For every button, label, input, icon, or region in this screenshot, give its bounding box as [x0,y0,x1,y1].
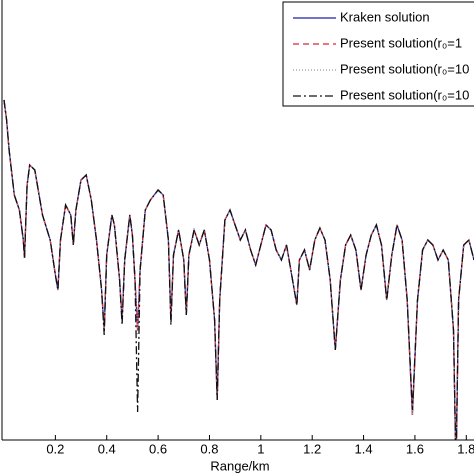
legend-label: Present solution(r₀=1 [340,35,462,50]
x-tick-label: 1.2 [303,441,321,456]
x-tick-label: 1.6 [406,441,424,456]
legend-entries: Kraken solution Present solution(r₀=1 Pres… [293,9,469,102]
series-line [3,99,474,440]
x-tick-label: 0.2 [46,441,64,456]
plot-area [3,99,474,440]
legend-label: Present solution(r₀=10 [340,87,469,102]
x-tick-label: 0.8 [200,441,218,456]
series-line [3,99,474,440]
series-line [3,99,474,440]
x-tick-label: 1.8 [457,441,474,456]
x-tick-label: 0.4 [98,441,116,456]
x-axis-title: Range/km [210,458,269,473]
series-line [3,99,474,440]
legend-label: Kraken solution [340,9,430,24]
legend-label: Present solution(r₀=10 [340,61,469,76]
legend [282,1,474,107]
x-tick-label: 1 [257,441,264,456]
x-tick-label: 1.4 [355,441,373,456]
x-tick-label: 0.6 [149,441,167,456]
